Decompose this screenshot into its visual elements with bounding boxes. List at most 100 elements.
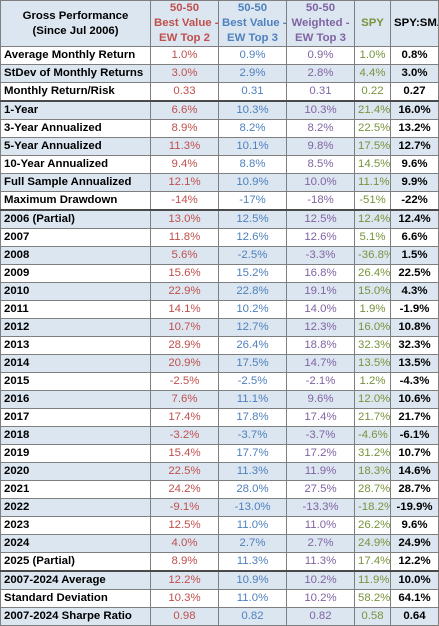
header-strategy-1-line-2: Best Value - <box>154 17 219 29</box>
spy-sma10-value: 9.9% <box>390 173 439 192</box>
spy-value: -36.8% <box>354 246 391 265</box>
table-row: 2008 5.6% -2.5% -3.3% -36.8% 1.5% <box>0 246 439 265</box>
spy-value: 21.7% <box>354 408 391 427</box>
spy-value: 22.5% <box>354 119 391 138</box>
table-body: Average Monthly Return 1.0% 0.9% 0.9% 1.0% 0.… <box>0 46 439 626</box>
strategy-2-value: -3.7% <box>218 426 287 445</box>
strategy-3-value: 11.9% <box>286 462 355 481</box>
row-label: StDev of Monthly Returns <box>0 64 151 83</box>
strategy-2-value: -13.0% <box>218 498 287 517</box>
header-spy-sma10-label: SPY:SMA10 <box>394 17 438 29</box>
strategy-2-value: 11.3% <box>218 462 287 481</box>
strategy-2-value: 12.6% <box>218 228 287 247</box>
table-row: 2024 4.0% 2.7% 2.7% 24.9% 24.9% <box>0 534 439 553</box>
strategy-1-value: 14.1% <box>150 300 219 319</box>
strategy-1-value: 22.9% <box>150 282 219 301</box>
strategy-1-value: -14% <box>150 191 219 211</box>
row-label: 2008 <box>0 246 151 265</box>
strategy-2-value: 10.2% <box>218 300 287 319</box>
row-label: 2006 (Partial) <box>0 209 151 229</box>
spy-sma10-value: 12.4% <box>390 209 439 229</box>
strategy-2-value: 12.7% <box>218 318 287 337</box>
strategy-1-value: 9.4% <box>150 155 219 174</box>
spy-sma10-value: 6.6% <box>390 228 439 247</box>
table-row: 2014 20.9% 17.5% 14.7% 13.5% 13.5% <box>0 354 439 373</box>
strategy-2-value: 17.8% <box>218 408 287 427</box>
table-row: 5-Year Annualized 11.3% 10.1% 9.8% 17.5% 12.7… <box>0 137 439 156</box>
header-spy: SPY <box>354 0 391 47</box>
spy-value: 1.0% <box>354 46 391 65</box>
strategy-1-value: 15.6% <box>150 264 219 283</box>
strategy-3-value: 10.2% <box>286 570 355 590</box>
table-row: Monthly Return/Risk 0.33 0.31 0.31 0.22 0.27 <box>0 82 439 102</box>
header-strategy-2-line-1: 50-50 <box>237 2 268 14</box>
row-label: Average Monthly Return <box>0 46 151 65</box>
spy-value: 17.5% <box>354 137 391 156</box>
spy-sma10-value: 0.27 <box>390 82 439 102</box>
table-row: 2019 15.4% 17.7% 17.2% 31.2% 10.7% <box>0 444 439 463</box>
table-row: 10-Year Annualized 9.4% 8.8% 8.5% 14.5% 9.6% <box>0 155 439 174</box>
strategy-3-value: 10.3% <box>286 100 355 120</box>
spy-sma10-value: 10.7% <box>390 444 439 463</box>
header-row: Gross Performance (Since Jul 2006) 50-50… <box>0 0 439 47</box>
spy-sma10-value: 10.0% <box>390 570 439 590</box>
strategy-3-value: 9.8% <box>286 137 355 156</box>
spy-value: 17.4% <box>354 552 391 572</box>
strategy-2-value: 0.82 <box>218 607 287 626</box>
spy-value: 21.4% <box>354 100 391 120</box>
spy-sma10-value: 3.0% <box>390 64 439 83</box>
spy-value: 32.3% <box>354 336 391 355</box>
row-label: 1-Year <box>0 100 151 120</box>
strategy-3-value: 14.0% <box>286 300 355 319</box>
spy-sma10-value: 0.8% <box>390 46 439 65</box>
header-spy-label: SPY <box>361 17 384 29</box>
row-label: 2010 <box>0 282 151 301</box>
table-row: 2023 12.5% 11.0% 11.0% 26.2% 9.6% <box>0 516 439 535</box>
strategy-3-value: -3.3% <box>286 246 355 265</box>
header-strategy-3-line-2: Weighted - <box>291 17 350 29</box>
header-strategy-3-line-1: 50-50 <box>305 2 336 14</box>
spy-sma10-value: 10.8% <box>390 318 439 337</box>
spy-value: 4.4% <box>354 64 391 83</box>
row-label: 5-Year Annualized <box>0 137 151 156</box>
table-row: 2009 15.6% 15.2% 16.8% 26.4% 22.5% <box>0 264 439 283</box>
strategy-3-value: -18% <box>286 191 355 211</box>
strategy-3-value: -3.7% <box>286 426 355 445</box>
table-row: Full Sample Annualized 12.1% 10.9% 10.0% 11.… <box>0 173 439 192</box>
table-row: StDev of Monthly Returns 3.0% 2.9% 2.8% 4.4%… <box>0 64 439 83</box>
strategy-1-value: 10.7% <box>150 318 219 337</box>
row-label: 2015 <box>0 372 151 391</box>
table-row: 3-Year Annualized 8.9% 8.2% 8.2% 22.5% 13.2% <box>0 119 439 138</box>
strategy-1-value: 1.0% <box>150 46 219 65</box>
spy-value: 12.0% <box>354 390 391 409</box>
strategy-2-value: 8.8% <box>218 155 287 174</box>
strategy-3-value: 27.5% <box>286 480 355 499</box>
strategy-1-value: 7.6% <box>150 390 219 409</box>
row-label: 2007-2024 Average <box>0 570 151 590</box>
header-strategy-3: 50-50 Weighted - EW Top 3 <box>286 0 355 47</box>
table-row: 2013 28.9% 26.4% 18.8% 32.3% 32.3% <box>0 336 439 355</box>
table-row: 2007 11.8% 12.6% 12.6% 5.1% 6.6% <box>0 228 439 247</box>
strategy-3-value: 19.1% <box>286 282 355 301</box>
strategy-3-value: 10.0% <box>286 173 355 192</box>
spy-value: 1.9% <box>354 300 391 319</box>
strategy-3-value: 0.9% <box>286 46 355 65</box>
strategy-1-value: 17.4% <box>150 408 219 427</box>
strategy-2-value: 2.9% <box>218 64 287 83</box>
row-label: 2018 <box>0 426 151 445</box>
strategy-2-value: 10.9% <box>218 570 287 590</box>
strategy-1-value: -9.1% <box>150 498 219 517</box>
spy-value: 12.4% <box>354 209 391 229</box>
spy-sma10-value: -6.1% <box>390 426 439 445</box>
table-row: 2021 24.2% 28.0% 27.5% 28.7% 28.7% <box>0 480 439 499</box>
strategy-1-value: 8.9% <box>150 119 219 138</box>
table-row: Maximum Drawdown -14% -17% -18% -51% -22% <box>0 191 439 211</box>
strategy-2-value: 12.5% <box>218 209 287 229</box>
spy-sma10-value: -1.9% <box>390 300 439 319</box>
strategy-2-value: 11.1% <box>218 390 287 409</box>
strategy-1-value: 11.8% <box>150 228 219 247</box>
spy-sma10-value: 12.2% <box>390 552 439 572</box>
row-label: 2009 <box>0 264 151 283</box>
row-label: 2019 <box>0 444 151 463</box>
